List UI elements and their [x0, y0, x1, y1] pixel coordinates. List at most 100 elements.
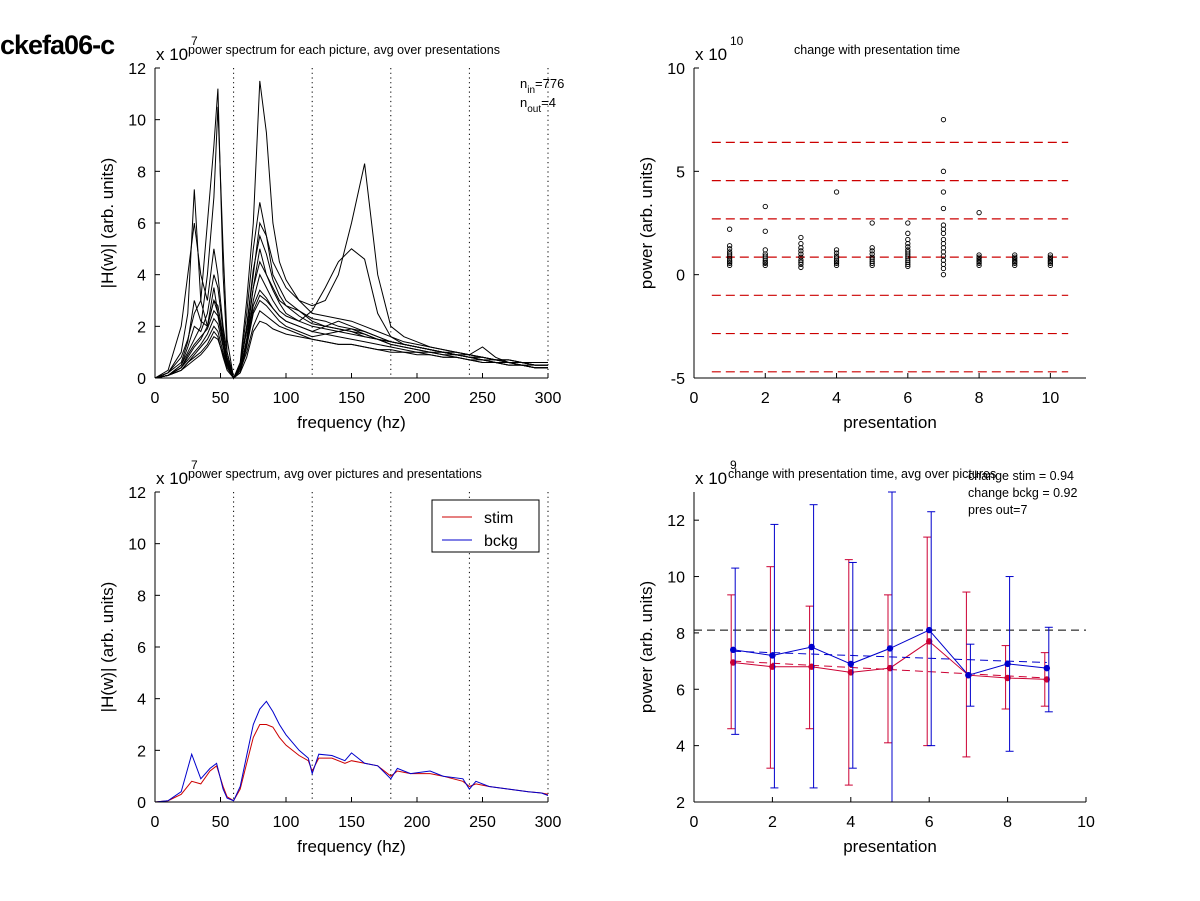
data-point [762, 253, 768, 259]
y-tick-label: 0 [676, 268, 685, 285]
data-point [762, 262, 768, 269]
n-out-annotation: nout=4 [520, 95, 556, 115]
legend: stim bckg [431, 499, 540, 553]
data-point [905, 244, 911, 250]
data-point [940, 168, 947, 174]
y-tick-label: 2 [676, 795, 685, 812]
data-point [940, 236, 947, 243]
stat-annotation: change stim = 0.94 [968, 469, 1074, 483]
data-point [976, 210, 982, 216]
data-point [726, 226, 733, 232]
data-point [976, 254, 982, 260]
data-point [869, 245, 875, 251]
data-point [798, 251, 804, 257]
y-tick-label: 10 [128, 537, 146, 554]
data-point [798, 241, 804, 247]
data-point [905, 236, 911, 243]
x-tick-label: 150 [338, 814, 365, 831]
y-tick-label: 6 [137, 216, 146, 233]
data-point [940, 272, 947, 278]
chart-title: power spectrum for each picture, avg ove… [188, 43, 500, 57]
data-point [833, 247, 840, 253]
data-point [833, 255, 840, 261]
y-tick-label: 12 [128, 485, 146, 502]
data-point [905, 230, 911, 236]
x-tick-label: 200 [404, 814, 431, 831]
x-tick-label: 300 [535, 814, 562, 831]
y-tick-label: 10 [667, 61, 685, 78]
data-point [833, 259, 840, 265]
y-tick-label: 6 [676, 682, 685, 699]
panel-spectrum-each-picture: 0 50 100 150 200 250 300 0 2 4 6 8 10 12 frequency (hz… [98, 34, 564, 432]
x-tick-label: 6 [925, 814, 934, 831]
data-point [833, 262, 840, 269]
y-axis-label: |H(w)| (arb. units) [98, 582, 117, 713]
x-tick-label: 0 [690, 814, 699, 831]
data-point [869, 251, 875, 257]
data-point [1047, 252, 1054, 258]
data-point [1012, 262, 1018, 269]
x-tick-label: 2 [761, 390, 770, 407]
chart-title: power spectrum, avg over pictures and pr… [188, 467, 482, 481]
data-point [833, 253, 840, 259]
data-point [726, 249, 733, 255]
data-point [976, 252, 982, 258]
data-point [940, 189, 947, 195]
spectrum-line [154, 320, 548, 379]
data-point [762, 228, 768, 234]
x-tick-label: 150 [338, 390, 365, 407]
data-point [976, 257, 982, 263]
y-tick-label: 0 [137, 795, 146, 812]
y-tick-label: -5 [671, 371, 685, 388]
spectrum-line [154, 260, 548, 380]
data-point [798, 257, 804, 263]
panel-change-presentation-time: 0 2 4 6 8 10 -5 0 5 10 presentation power (arb. uni… [637, 34, 1086, 432]
stat-annotation: change bckg = 0.92 [968, 486, 1078, 500]
legend-box [431, 499, 540, 553]
data-point [869, 256, 875, 262]
data-point [905, 249, 911, 255]
series-line-stim [154, 724, 549, 803]
x-axis-label: frequency (hz) [297, 837, 406, 856]
x-axis-label: presentation [843, 837, 937, 856]
y-tick-label: 2 [137, 743, 146, 760]
y-tick-label: 4 [137, 268, 146, 285]
figure-label: ckefa06-c [0, 30, 115, 60]
y-tick-label: 4 [676, 739, 685, 756]
x-tick-label: 200 [404, 390, 431, 407]
x-tick-label: 2 [768, 814, 777, 831]
x-tick-label: 4 [846, 814, 855, 831]
spectrum-line [154, 234, 548, 380]
axis-exponent-power: 7 [191, 34, 198, 48]
trend-line-bckg [733, 650, 1047, 663]
data-point [869, 254, 875, 260]
axis-exponent-power: 9 [730, 458, 737, 472]
data-point [905, 247, 911, 253]
legend-label-stim: stim [484, 510, 513, 527]
y-tick-label: 4 [137, 692, 146, 709]
data-point [1047, 254, 1054, 260]
spectrum-line [154, 299, 548, 379]
axis-exponent-label: x 10 [156, 45, 188, 64]
x-tick-label: 10 [1077, 814, 1095, 831]
data-point [976, 262, 982, 269]
data-point [798, 254, 804, 260]
data-point [726, 243, 733, 249]
data-point [726, 259, 733, 265]
y-tick-label: 12 [667, 513, 685, 530]
data-point-bckg [808, 643, 815, 651]
y-tick-label: 5 [676, 164, 685, 181]
axis-exponent-power: 7 [191, 458, 198, 472]
data-point [1047, 262, 1054, 269]
data-point [762, 247, 768, 253]
data-point-bckg [965, 671, 972, 679]
x-tick-label: 50 [212, 814, 230, 831]
y-tick-label: 8 [137, 164, 146, 181]
x-tick-label: 50 [212, 390, 230, 407]
y-tick-label: 10 [128, 113, 146, 130]
spectrum-line [154, 80, 548, 380]
data-point [726, 251, 733, 257]
axis-exponent-label: x 10 [695, 469, 727, 488]
